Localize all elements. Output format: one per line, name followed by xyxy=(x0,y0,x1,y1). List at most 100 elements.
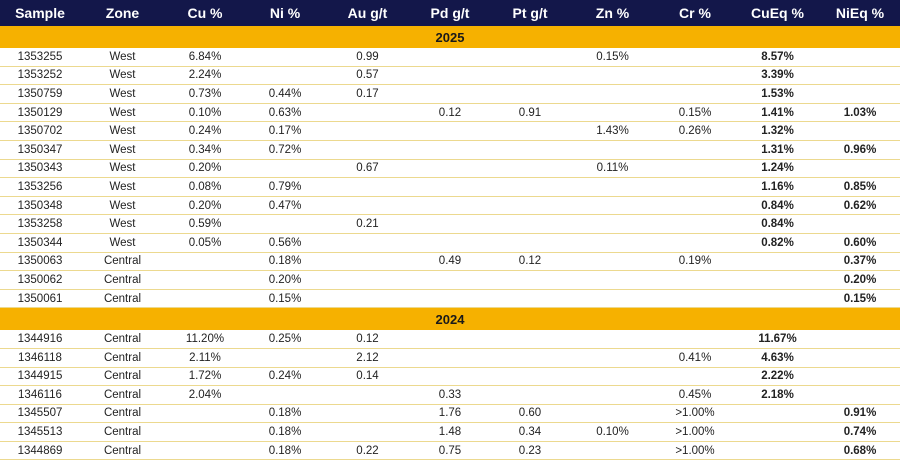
cell-zone: West xyxy=(80,48,165,67)
cell-au xyxy=(325,233,410,253)
year-band-row: 2024 xyxy=(0,307,900,331)
table-row: 1346116 Central 2.04% 0.33 0.45% 2.18% xyxy=(0,385,900,405)
cell-cr: 0.19% xyxy=(655,252,735,272)
cell-pt xyxy=(490,385,570,405)
cell-zn xyxy=(570,404,655,424)
cell-sample: 1350759 xyxy=(0,84,80,104)
cell-cu: 0.20% xyxy=(165,159,245,179)
table-row: 1344915 Central 1.72% 0.24% 0.14 2.22% xyxy=(0,367,900,387)
cell-pd: 0.12 xyxy=(410,103,490,123)
cell-pt xyxy=(490,140,570,160)
cell-cueq: 1.16% xyxy=(735,177,820,197)
cell-au xyxy=(325,140,410,160)
cell-sample: 1350344 xyxy=(0,233,80,253)
cell-ni: 0.18% xyxy=(245,404,325,424)
cell-cr: 0.41% xyxy=(655,348,735,368)
cell-nieq: 1.03% xyxy=(820,103,900,123)
table-row: 1353256 West 0.08% 0.79% 1.16% 0.85% xyxy=(0,177,900,197)
cell-cu: 0.59% xyxy=(165,214,245,234)
cell-ni xyxy=(245,159,325,179)
cell-nieq: 0.37% xyxy=(820,252,900,272)
cell-nieq: 0.60% xyxy=(820,233,900,253)
cell-au xyxy=(325,252,410,272)
column-header-zn: Zn % xyxy=(570,0,655,26)
cell-zone: Central xyxy=(80,348,165,368)
cell-sample: 1345513 xyxy=(0,422,80,442)
cell-sample: 1350129 xyxy=(0,103,80,123)
cell-sample: 1344915 xyxy=(0,367,80,387)
cell-pt xyxy=(490,66,570,86)
cell-cr: >1.00% xyxy=(655,441,735,460)
cell-zone: West xyxy=(80,66,165,86)
cell-cueq: 1.24% xyxy=(735,159,820,179)
cell-sample: 1345507 xyxy=(0,404,80,424)
cell-pt xyxy=(490,48,570,67)
cell-cr xyxy=(655,177,735,197)
cell-pt xyxy=(490,121,570,141)
cell-zn xyxy=(570,367,655,387)
cell-zn xyxy=(570,330,655,349)
cell-nieq xyxy=(820,348,900,368)
table-row: 1344869 Central 0.18% 0.22 0.75 0.23 >1.00% 0.6… xyxy=(0,441,900,460)
cell-pt xyxy=(490,196,570,216)
table-row: 1344916 Central 11.20% 0.25% 0.12 11.67% xyxy=(0,330,900,349)
cell-cueq: 0.84% xyxy=(735,214,820,234)
cell-cr xyxy=(655,159,735,179)
cell-cueq: 4.63% xyxy=(735,348,820,368)
cell-cueq: 8.57% xyxy=(735,48,820,67)
cell-pt: 0.60 xyxy=(490,404,570,424)
cell-zone: Central xyxy=(80,404,165,424)
cell-ni xyxy=(245,385,325,405)
cell-pd xyxy=(410,159,490,179)
table-row: 1350061 Central 0.15% 0.15% xyxy=(0,289,900,309)
cell-nieq xyxy=(820,159,900,179)
cell-pt: 0.12 xyxy=(490,252,570,272)
cell-cu xyxy=(165,289,245,309)
cell-pd xyxy=(410,48,490,67)
cell-ni: 0.44% xyxy=(245,84,325,104)
cell-zone: West xyxy=(80,159,165,179)
cell-cueq xyxy=(735,422,820,442)
cell-au xyxy=(325,121,410,141)
cell-zn xyxy=(570,140,655,160)
table-row: 1345513 Central 0.18% 1.48 0.34 0.10% >1.00% 0.… xyxy=(0,422,900,442)
column-header-ni: Ni % xyxy=(245,0,325,26)
cell-au: 0.99 xyxy=(325,48,410,67)
cell-cueq xyxy=(735,404,820,424)
column-header-pt: Pt g/t xyxy=(490,0,570,26)
cell-sample: 1353252 xyxy=(0,66,80,86)
cell-ni: 0.72% xyxy=(245,140,325,160)
cell-sample: 1350347 xyxy=(0,140,80,160)
cell-cu xyxy=(165,252,245,272)
cell-cu: 6.84% xyxy=(165,48,245,67)
cell-cu xyxy=(165,270,245,290)
cell-zn xyxy=(570,441,655,460)
cell-zone: Central xyxy=(80,289,165,309)
cell-cu xyxy=(165,422,245,442)
cell-zn xyxy=(570,177,655,197)
cell-cu: 0.20% xyxy=(165,196,245,216)
cell-au: 0.57 xyxy=(325,66,410,86)
cell-cueq xyxy=(735,441,820,460)
cell-ni: 0.20% xyxy=(245,270,325,290)
cell-cr xyxy=(655,140,735,160)
cell-nieq xyxy=(820,84,900,104)
year-label: 2024 xyxy=(0,307,900,331)
cell-zn xyxy=(570,289,655,309)
cell-nieq: 0.85% xyxy=(820,177,900,197)
cell-zone: West xyxy=(80,103,165,123)
cell-cueq: 3.39% xyxy=(735,66,820,86)
cell-cueq: 2.22% xyxy=(735,367,820,387)
table-row: 1350062 Central 0.20% 0.20% xyxy=(0,270,900,290)
cell-pt xyxy=(490,330,570,349)
cell-pd xyxy=(410,367,490,387)
cell-cr xyxy=(655,330,735,349)
cell-pd xyxy=(410,84,490,104)
cell-sample: 1350702 xyxy=(0,121,80,141)
cell-pd xyxy=(410,348,490,368)
cell-nieq: 0.96% xyxy=(820,140,900,160)
cell-cu: 0.73% xyxy=(165,84,245,104)
cell-au: 0.17 xyxy=(325,84,410,104)
cell-pd: 1.48 xyxy=(410,422,490,442)
